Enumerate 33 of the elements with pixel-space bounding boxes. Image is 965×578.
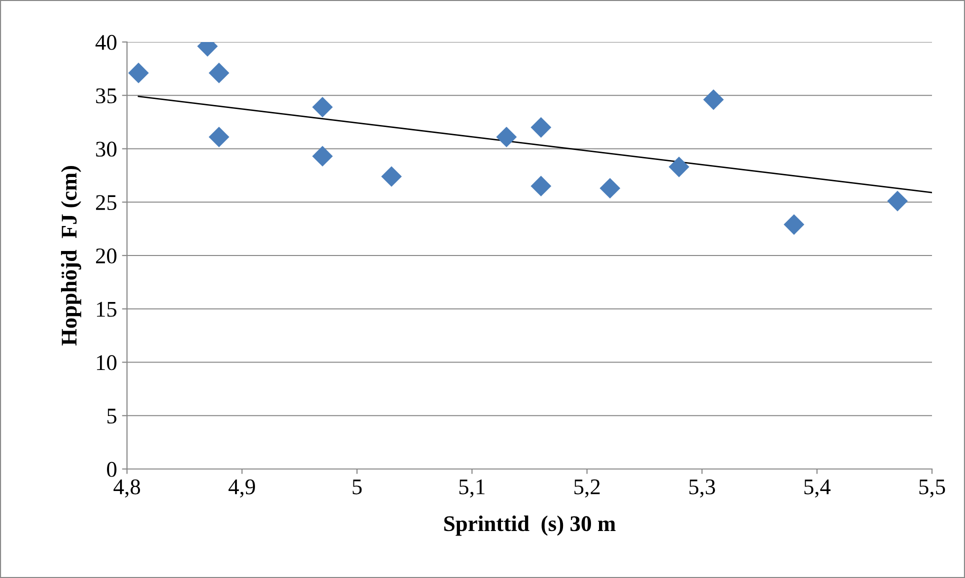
x-axis-title: Sprinttid (s) 30 m: [444, 516, 616, 536]
point: [600, 178, 620, 199]
point: [496, 126, 517, 148]
point: [208, 62, 230, 84]
y-tick-label: 15: [97, 302, 116, 317]
point: [312, 96, 333, 118]
point: [668, 156, 690, 178]
y-tick-label: 0: [107, 462, 116, 477]
y-tick-label: 10: [97, 355, 116, 370]
point: [208, 126, 230, 148]
x-tick-label: 5,5: [919, 480, 946, 498]
x-tick-label: 5,3: [689, 479, 716, 498]
y-tick-label: 35: [96, 88, 116, 104]
point: [784, 214, 804, 235]
y-tick-label: 25: [96, 195, 116, 210]
point: [530, 176, 552, 196]
point: [887, 190, 908, 212]
y-tick-label: 5: [107, 408, 116, 424]
point: [381, 166, 402, 187]
point: [128, 62, 149, 84]
x-tick-label: 5,1: [459, 479, 485, 498]
x-tick-label: 4,8: [114, 479, 140, 498]
point: [530, 117, 552, 138]
point: [312, 146, 333, 167]
y-tick-label: 40: [95, 34, 116, 50]
point: [703, 89, 724, 110]
y-axis-title: Hopphöjd FJ (cm): [61, 166, 82, 346]
y-tick-label: 30: [96, 142, 116, 157]
y-tick-label: 20: [96, 248, 116, 264]
x-tick-label: 5,4: [804, 480, 831, 498]
x-tick-label: 5,2: [574, 479, 600, 498]
x-tick-label: 5: [352, 480, 362, 494]
x-tick-label: 4,9: [228, 479, 255, 498]
